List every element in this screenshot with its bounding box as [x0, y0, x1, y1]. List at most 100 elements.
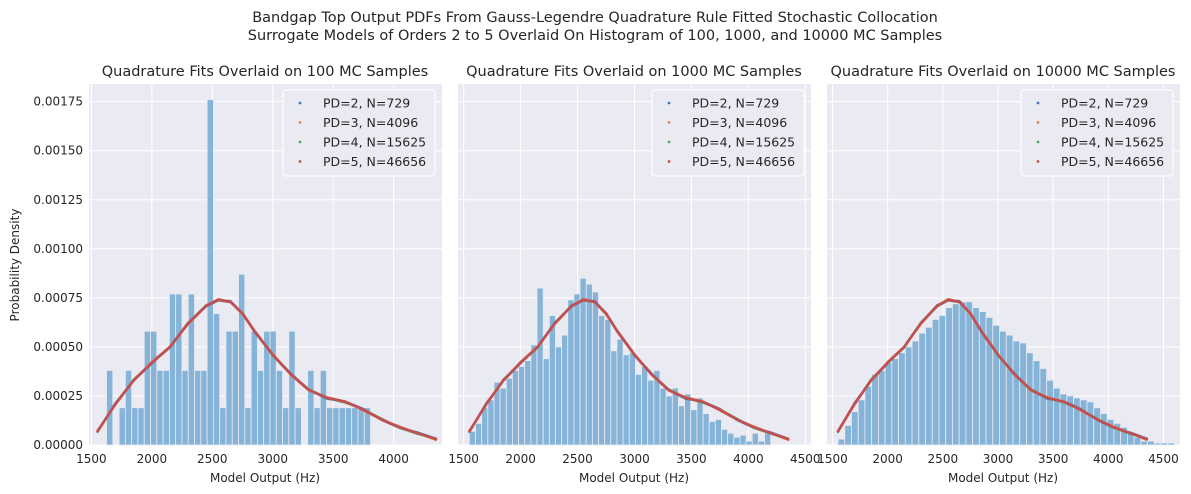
- histogram-bar: [231, 330, 239, 446]
- x-axis-label: Model Output (Hz): [210, 471, 320, 485]
- histogram-bar: [555, 346, 563, 446]
- histogram-bar: [757, 440, 765, 446]
- histogram-bar: [542, 358, 550, 446]
- histogram-bar: [965, 301, 974, 446]
- histogram-bar: [931, 319, 940, 446]
- histogram-bar: [567, 299, 575, 446]
- histogram-bar: [733, 436, 741, 446]
- histogram-bar: [938, 315, 947, 446]
- histogram-bar: [475, 423, 483, 446]
- histogram-bar: [332, 407, 340, 446]
- legend-entry: PD=3, N=4096: [692, 115, 787, 130]
- histogram-bar: [118, 407, 126, 446]
- histogram-bar: [1052, 387, 1061, 446]
- histogram-bar: [1153, 442, 1162, 446]
- histogram-bar: [665, 395, 673, 446]
- legend-marker-series-2: [298, 101, 302, 105]
- y-tick-label: 0.00075: [33, 291, 83, 305]
- histogram-bar: [162, 370, 170, 446]
- y-tick-label: 0.00050: [33, 340, 83, 354]
- histogram-bar: [610, 350, 618, 446]
- y-tick-label: 0.00000: [33, 438, 83, 452]
- legend-entry: PD=3, N=4096: [1061, 115, 1156, 130]
- histogram-bar: [1012, 340, 1021, 446]
- pdf-curve-series-5: [836, 298, 1149, 441]
- histogram-bar: [585, 283, 593, 446]
- histogram-bar: [313, 407, 321, 446]
- histogram-bar: [1026, 352, 1034, 446]
- legend-box: [282, 89, 436, 177]
- histogram-bar: [635, 373, 642, 446]
- histogram-bar: [357, 407, 365, 446]
- x-tick-label: 3000: [983, 452, 1014, 466]
- histogram-bar: [1046, 379, 1054, 446]
- legend-marker-series-5: [667, 160, 671, 163]
- histogram-bar: [345, 407, 353, 446]
- histogram-bar: [244, 407, 252, 446]
- histogram-bar: [143, 330, 151, 446]
- histogram-bar: [837, 438, 846, 446]
- figure-title-line-2: Surrogate Models of Orders 2 to 5 Overla…: [248, 28, 942, 44]
- histogram-bar: [690, 409, 698, 446]
- legend-marker-series-3: [1036, 121, 1040, 124]
- histogram-bar: [524, 360, 532, 446]
- histogram-bar: [739, 434, 747, 446]
- x-tick-label: 2000: [137, 452, 168, 466]
- legend-entry: PD=4, N=15625: [692, 135, 795, 150]
- histogram-bar: [468, 430, 476, 446]
- legend-entry: PD=2, N=729: [323, 96, 410, 111]
- histogram-bar: [999, 330, 1007, 446]
- histogram-bar: [678, 405, 686, 446]
- subplot-10000-samples: Quadrature Fits Overlaid on 10000 MC Sam…: [817, 64, 1180, 485]
- histogram-bar: [1079, 399, 1088, 446]
- y-tick-label: 0.00175: [33, 95, 83, 109]
- histogram-bar: [721, 428, 729, 446]
- histogram-bar: [363, 407, 371, 446]
- histogram-bar: [952, 303, 960, 446]
- legend-box: [1020, 89, 1174, 177]
- histogram-bar: [745, 440, 753, 446]
- histogram-bar: [137, 407, 145, 446]
- histogram-bar: [200, 370, 208, 446]
- histogram-bar: [319, 370, 327, 446]
- histogram-bar: [1005, 334, 1014, 446]
- histogram-bar: [925, 326, 933, 446]
- histogram-bar: [131, 407, 139, 446]
- legend-entry: PD=5, N=46656: [323, 154, 426, 169]
- histogram-bar: [891, 358, 899, 446]
- histogram-bar: [1086, 401, 1095, 446]
- x-tick-label: 4000: [733, 452, 764, 466]
- histogram-bar: [269, 330, 277, 446]
- x-tick-label: 4000: [1093, 452, 1124, 466]
- legend-marker-series-3: [298, 121, 302, 124]
- histogram-bar: [904, 346, 913, 446]
- histogram-bar: [238, 273, 246, 446]
- x-tick-label: 2500: [928, 452, 959, 466]
- histogram-bar: [898, 352, 906, 446]
- y-tick-label: 0.00025: [33, 389, 83, 403]
- histogram-bar: [702, 413, 710, 446]
- histogram-bar: [918, 332, 926, 446]
- histogram-bar: [206, 99, 214, 446]
- x-tick-label: 2000: [505, 452, 536, 466]
- subplot-100-samples: Quadrature Fits Overlaid on 100 MC Sampl…: [33, 64, 442, 485]
- histogram-bar: [219, 407, 227, 446]
- histogram-bar: [579, 277, 587, 446]
- histogram-bar: [911, 340, 920, 446]
- x-axis-label: Model Output (Hz): [948, 471, 1058, 485]
- histogram-bar: [250, 330, 258, 446]
- histogram-bar: [548, 315, 556, 446]
- x-tick-label: 4000: [378, 452, 409, 466]
- histogram-bar: [168, 293, 177, 446]
- histogram-bar: [561, 334, 569, 446]
- histogram-bar: [714, 419, 722, 446]
- histogram-bar: [225, 330, 233, 446]
- legend-entry: PD=2, N=729: [1061, 96, 1148, 111]
- legend-marker-series-4: [1036, 140, 1040, 144]
- x-tick-label: 3000: [619, 452, 650, 466]
- x-tick-label: 3500: [1038, 452, 1069, 466]
- histogram-bar: [499, 387, 507, 446]
- histogram-bar: [992, 324, 1000, 446]
- histogram-bar: [573, 293, 581, 446]
